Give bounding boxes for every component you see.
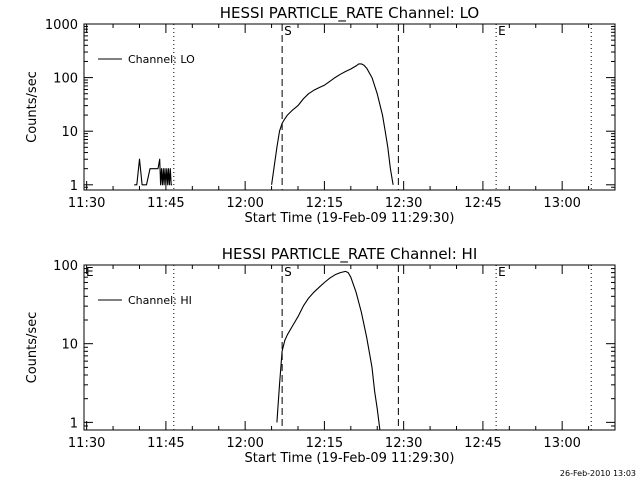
x-tick-label: 11:30: [68, 196, 105, 211]
x-tick-label: 12:15: [306, 436, 343, 451]
y-tick-label: 1: [70, 179, 78, 194]
x-tick-label: 12:00: [226, 436, 263, 451]
panel-lo-channel: HESSI PARTICLE_RATE Channel: LO 11:30 11:4…: [25, 4, 616, 226]
x-tick-label: 12:30: [385, 196, 422, 211]
x-tick-label: 12:00: [226, 196, 263, 211]
data-series-line: [276, 270, 381, 431]
y-tick-label: 10: [61, 338, 78, 353]
y-tick-label: 100: [53, 259, 78, 274]
y-axis-label: Counts/sec: [25, 71, 40, 143]
x-tick-label: 12:15: [306, 196, 343, 211]
x-tick-label: 13:00: [543, 196, 580, 211]
x-tick-label: 11:45: [147, 436, 184, 451]
x-tick-label: 12:45: [464, 196, 501, 211]
panel-hi-channel: HESSI PARTICLE_RATE Channel: HI 11:30 11:4…: [25, 245, 616, 466]
y-tick-label: 1000: [45, 18, 78, 33]
x-tick-label: 11:45: [147, 196, 184, 211]
x-axis-label: Start Time (19-Feb-09 11:29:30): [245, 211, 455, 226]
legend-label: Channel: HI: [128, 294, 192, 307]
x-tick-label: 13:00: [543, 436, 580, 451]
marker-label: E: [498, 24, 506, 38]
x-tick-label: 12:45: [464, 436, 501, 451]
chart-title: HESSI PARTICLE_RATE Channel: HI: [222, 245, 478, 264]
y-tick-label: 10: [61, 125, 78, 140]
marker-label: E: [498, 265, 506, 279]
plot-frame: [83, 23, 616, 191]
date-stamp: 26-Feb-2010 13:03: [560, 469, 636, 478]
marker-label: E: [86, 265, 94, 279]
x-axis-label: Start Time (19-Feb-09 11:29:30): [245, 451, 455, 466]
x-tick-label: 11:30: [68, 436, 105, 451]
y-tick-label: 100: [53, 72, 78, 87]
x-tick-label: 12:30: [385, 436, 422, 451]
y-axis-label: Counts/sec: [25, 312, 40, 384]
marker-label: S: [284, 265, 292, 279]
legend-label: Channel: LO: [128, 53, 195, 66]
chart-title: HESSI PARTICLE_RATE Channel: LO: [220, 4, 479, 23]
data-series-line: [271, 63, 394, 185]
data-series-line: [134, 158, 173, 186]
y-tick-label: 1: [70, 416, 78, 431]
plot-frame: [83, 264, 616, 431]
marker-label: S: [284, 24, 292, 38]
